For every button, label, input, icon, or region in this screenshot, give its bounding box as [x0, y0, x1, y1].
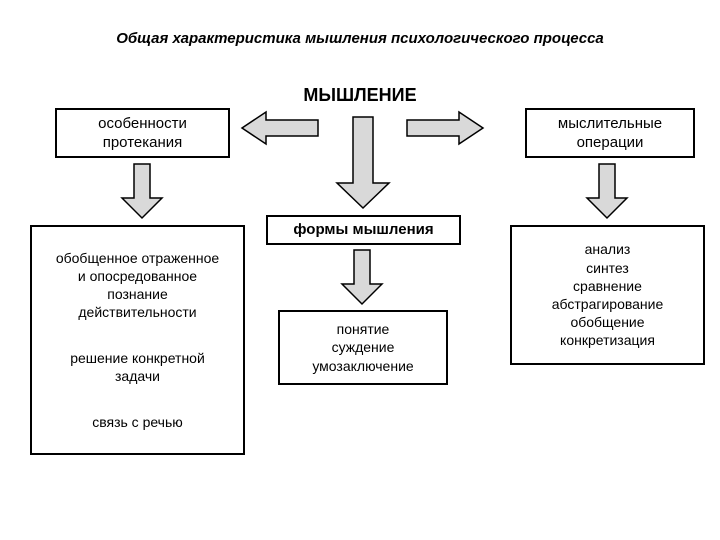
arrow-left-icon	[240, 110, 320, 146]
box-features-detail: обобщенное отраженное и опосредованное п…	[30, 225, 245, 455]
arrow-right-down-icon	[585, 162, 629, 220]
arrow-left-down-icon	[120, 162, 164, 220]
arrow-right-icon	[405, 110, 485, 146]
features-p1: обобщенное отраженное и опосредованное п…	[56, 249, 219, 322]
box-operations-list: анализ синтез сравнение абстрагирование …	[510, 225, 705, 365]
arrow-center-down-icon	[335, 115, 391, 210]
features-p2: решение конкретной задачи	[70, 349, 205, 385]
box-operations: мыслительные операции	[525, 108, 695, 158]
features-p3: связь с речью	[92, 413, 183, 431]
arrow-forms-down-icon	[340, 248, 384, 306]
diagram-title: Общая характеристика мышления психологич…	[0, 30, 720, 47]
center-heading: МЫШЛЕНИЕ	[0, 85, 720, 106]
box-forms-list: понятие суждение умозаключение	[278, 310, 448, 385]
box-features: особенности протекания	[55, 108, 230, 158]
box-forms-heading: формы мышления	[266, 215, 461, 245]
